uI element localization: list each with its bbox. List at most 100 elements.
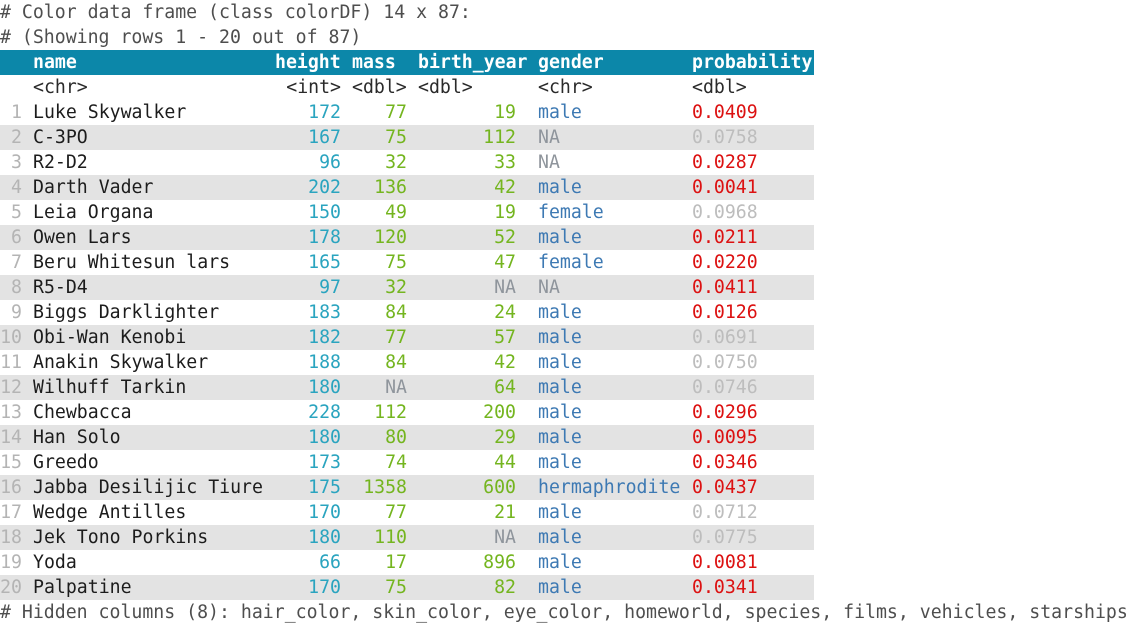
table-row: 8 R5-D4 97 32 NA NA 0.0411 — [0, 275, 814, 300]
cell-mass: 77 — [385, 327, 407, 348]
table-row: 12 Wilhuff Tarkin 180 NA 64 male 0.0746 — [0, 375, 814, 400]
type-name: <chr> — [33, 77, 88, 98]
cell-name: Leia Organa — [33, 202, 154, 223]
column-header-probability: probability — [692, 52, 813, 73]
cell-gender: male — [538, 402, 582, 423]
cell-height: 165 — [308, 252, 341, 273]
type-mass: <dbl> — [352, 77, 407, 98]
table-row: 5 Leia Organa 150 49 19 female 0.0968 — [0, 200, 814, 225]
table-header-row: name height mass birth_year gender proba… — [0, 50, 814, 75]
cell-height: 180 — [308, 427, 341, 448]
cell-name: Owen Lars — [33, 227, 132, 248]
cell-probability: 0.0712 — [692, 502, 758, 523]
cell-birth-year: 200 — [483, 402, 516, 423]
cell-birth-year: 21 — [494, 502, 516, 523]
cell-mass: 84 — [385, 302, 407, 323]
row-number: 2 — [11, 127, 22, 148]
cell-birth-year: 112 — [483, 127, 516, 148]
cell-mass: 17 — [385, 552, 407, 573]
row-number: 19 — [0, 552, 22, 573]
cell-gender: male — [538, 427, 582, 448]
cell-birth-year: 47 — [494, 252, 516, 273]
row-number: 12 — [0, 377, 22, 398]
table-row: 9 Biggs Darklighter 183 84 24 male 0.012… — [0, 300, 814, 325]
cell-birth-year: 44 — [494, 452, 516, 473]
cell-birth-year: 33 — [494, 152, 516, 173]
cell-mass: 80 — [385, 427, 407, 448]
cell-mass: NA — [385, 377, 407, 398]
cell-mass: 77 — [385, 102, 407, 123]
cell-mass: 112 — [374, 402, 407, 423]
cell-name: R2-D2 — [33, 152, 88, 173]
cell-birth-year: 57 — [494, 327, 516, 348]
row-number: 18 — [0, 527, 22, 548]
cell-probability: 0.0411 — [692, 277, 758, 298]
footer-hidden-columns-line: # Hidden columns (8): hair_color, skin_c… — [0, 602, 1128, 623]
cell-gender: male — [538, 377, 582, 398]
cell-birth-year: 52 — [494, 227, 516, 248]
type-gender: <chr> — [538, 77, 593, 98]
cell-name: Biggs Darklighter — [33, 302, 220, 323]
table-row: 16 Jabba Desilijic Tiure 175 1358 600 he… — [0, 475, 814, 500]
cell-gender: male — [538, 527, 582, 548]
type-height: <int> — [286, 77, 341, 98]
cell-birth-year: 19 — [494, 102, 516, 123]
cell-birth-year: 600 — [483, 477, 516, 498]
cell-mass: 1358 — [363, 477, 407, 498]
column-header-height: height — [275, 52, 341, 73]
cell-gender: male — [538, 302, 582, 323]
cell-gender: male — [538, 227, 582, 248]
cell-birth-year: 42 — [494, 352, 516, 373]
cell-gender: NA — [538, 152, 560, 173]
color-data-frame-table: name height mass birth_year gender proba… — [0, 50, 814, 600]
cell-height: 170 — [308, 502, 341, 523]
cell-probability: 0.0346 — [692, 452, 758, 473]
cell-height: 97 — [319, 277, 341, 298]
cell-gender: male — [538, 577, 582, 598]
type-birth-year: <dbl> — [418, 77, 473, 98]
cell-name: R5-D4 — [33, 277, 88, 298]
row-number: 14 — [0, 427, 22, 448]
table-row: 7 Beru Whitesun lars 165 75 47 female 0.… — [0, 250, 814, 275]
cell-gender: male — [538, 502, 582, 523]
row-number: 4 — [11, 177, 22, 198]
cell-height: 178 — [308, 227, 341, 248]
cell-name: Jabba Desilijic Tiure — [33, 477, 263, 498]
cell-probability: 0.0691 — [692, 327, 758, 348]
row-number: 1 — [11, 102, 22, 123]
cell-probability: 0.0095 — [692, 427, 758, 448]
cell-probability: 0.0409 — [692, 102, 758, 123]
table-row: 19 Yoda 66 17 896 male 0.0081 — [0, 550, 814, 575]
cell-probability: 0.0758 — [692, 127, 758, 148]
cell-height: 172 — [308, 102, 341, 123]
cell-height: 188 — [308, 352, 341, 373]
cell-height: 183 — [308, 302, 341, 323]
row-number: 17 — [0, 502, 22, 523]
row-number: 10 — [0, 327, 22, 348]
cell-height: 182 — [308, 327, 341, 348]
row-number: 6 — [11, 227, 22, 248]
cell-mass: 120 — [374, 227, 407, 248]
cell-height: 173 — [308, 452, 341, 473]
cell-gender: NA — [538, 277, 560, 298]
table-row: 13 Chewbacca 228 112 200 male 0.0296 — [0, 400, 814, 425]
cell-height: 202 — [308, 177, 341, 198]
cell-height: 180 — [308, 527, 341, 548]
type-probability: <dbl> — [692, 77, 747, 98]
cell-probability: 0.0220 — [692, 252, 758, 273]
cell-name: Yoda — [33, 552, 77, 573]
column-header-birth-year: birth_year — [418, 52, 527, 73]
row-number: 8 — [11, 277, 22, 298]
table-row: 20 Palpatine 170 75 82 male 0.0341 — [0, 575, 814, 600]
table-row: 15 Greedo 173 74 44 male 0.0346 — [0, 450, 814, 475]
cell-height: 175 — [308, 477, 341, 498]
cell-probability: 0.0775 — [692, 527, 758, 548]
cell-probability: 0.0211 — [692, 227, 758, 248]
cell-name: Han Solo — [33, 427, 121, 448]
row-number: 7 — [11, 252, 22, 273]
row-number: 13 — [0, 402, 22, 423]
cell-name: Wilhuff Tarkin — [33, 377, 187, 398]
type-rownum — [0, 75, 22, 100]
cell-height: 170 — [308, 577, 341, 598]
